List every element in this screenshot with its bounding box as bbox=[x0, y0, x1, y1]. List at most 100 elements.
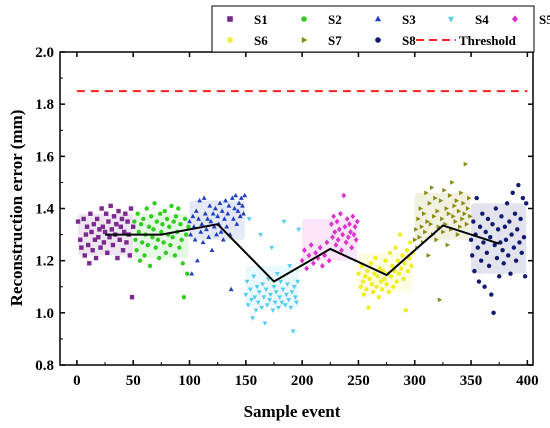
point-s8 bbox=[477, 224, 483, 229]
point-s3 bbox=[217, 200, 223, 206]
point-s4 bbox=[268, 292, 274, 298]
point-s4 bbox=[253, 308, 259, 313]
point-s7 bbox=[423, 229, 428, 235]
point-s1 bbox=[129, 294, 135, 300]
point-s7 bbox=[424, 190, 429, 196]
point-s1 bbox=[128, 206, 134, 211]
point-s1 bbox=[90, 248, 95, 253]
point-s6 bbox=[386, 289, 392, 295]
point-s8 bbox=[519, 250, 524, 256]
point-s7 bbox=[428, 221, 434, 227]
point-s4 bbox=[296, 227, 302, 233]
point-s7 bbox=[418, 206, 424, 211]
point-s2 bbox=[154, 219, 160, 224]
point-s8 bbox=[475, 245, 481, 250]
y-tick-label: 2.0 bbox=[35, 45, 54, 61]
point-s3 bbox=[219, 208, 225, 213]
point-s6 bbox=[375, 274, 380, 279]
point-s2 bbox=[135, 211, 140, 216]
point-s2 bbox=[177, 245, 182, 250]
point-s6 bbox=[362, 274, 368, 279]
point-s5 bbox=[301, 247, 307, 254]
point-s4 bbox=[246, 217, 252, 222]
point-s4 bbox=[245, 303, 251, 308]
point-s4 bbox=[290, 329, 296, 334]
point-s4 bbox=[255, 300, 261, 306]
point-s8 bbox=[484, 250, 490, 256]
point-s1 bbox=[120, 248, 126, 253]
point-s5 bbox=[333, 242, 339, 248]
cluster-highlight-s8 bbox=[471, 203, 527, 274]
point-s8 bbox=[516, 182, 521, 188]
point-s3 bbox=[214, 231, 219, 237]
point-s5 bbox=[349, 244, 355, 251]
point-s3 bbox=[207, 203, 213, 208]
point-s2 bbox=[164, 216, 170, 222]
point-s2 bbox=[171, 219, 176, 224]
point-s1 bbox=[109, 227, 115, 232]
x-tick-label: 0 bbox=[73, 373, 81, 389]
point-s2 bbox=[180, 261, 185, 266]
point-s6 bbox=[402, 261, 407, 266]
point-s8 bbox=[500, 248, 505, 253]
legend-item-s8: S8 bbox=[375, 33, 416, 48]
point-s4 bbox=[273, 290, 279, 295]
cluster-highlight-s4 bbox=[245, 265, 299, 308]
point-s1 bbox=[116, 208, 121, 214]
point-s8 bbox=[522, 274, 528, 279]
point-s1 bbox=[93, 255, 99, 261]
legend-item-s5: S5 bbox=[511, 12, 550, 27]
point-s4 bbox=[279, 300, 285, 306]
point-s3 bbox=[241, 211, 246, 216]
point-s3 bbox=[202, 211, 208, 216]
point-s1 bbox=[99, 206, 104, 211]
point-s4 bbox=[252, 295, 258, 300]
point-s6 bbox=[376, 294, 381, 300]
point-s2 bbox=[137, 258, 143, 263]
point-s7 bbox=[435, 208, 440, 214]
y-tick-label: 1.4 bbox=[35, 202, 54, 218]
point-s6 bbox=[383, 258, 388, 263]
point-s1 bbox=[103, 211, 109, 216]
point-s1 bbox=[106, 219, 111, 224]
point-s7 bbox=[447, 193, 453, 198]
point-s5 bbox=[345, 234, 351, 241]
point-s3 bbox=[201, 195, 207, 200]
point-s6 bbox=[378, 279, 384, 284]
point-s1 bbox=[124, 240, 129, 245]
point-s7 bbox=[444, 206, 449, 211]
point-s7 bbox=[463, 161, 469, 167]
point-s4 bbox=[260, 282, 266, 287]
point-s1 bbox=[101, 240, 107, 245]
point-s1 bbox=[83, 232, 89, 237]
point-s6 bbox=[390, 263, 395, 269]
point-s2 bbox=[144, 206, 149, 211]
legend-item-s7: S7 bbox=[301, 33, 342, 48]
point-s8 bbox=[493, 206, 499, 211]
y-tick-label: 1.0 bbox=[35, 306, 54, 322]
point-s5 bbox=[348, 229, 353, 235]
y-tick-label: 1.2 bbox=[35, 254, 54, 270]
legend-label-s1: S1 bbox=[254, 12, 268, 27]
point-s2 bbox=[172, 253, 178, 258]
point-s5 bbox=[306, 252, 312, 259]
cluster-highlight-s3 bbox=[189, 200, 245, 240]
point-s6 bbox=[379, 287, 385, 292]
point-s2 bbox=[167, 224, 172, 229]
point-s6 bbox=[358, 284, 363, 289]
point-s2 bbox=[159, 229, 164, 235]
point-s2 bbox=[138, 221, 144, 227]
point-s8 bbox=[495, 227, 501, 232]
point-s2 bbox=[185, 271, 190, 276]
point-s3 bbox=[190, 213, 196, 219]
point-s8 bbox=[491, 310, 496, 316]
point-s3 bbox=[234, 221, 240, 226]
point-s5 bbox=[330, 234, 335, 241]
point-s3 bbox=[208, 218, 214, 224]
point-s4 bbox=[292, 295, 298, 300]
point-s4 bbox=[250, 316, 255, 321]
x-tick-label: 100 bbox=[178, 373, 201, 389]
point-s3 bbox=[200, 239, 206, 245]
point-s5 bbox=[313, 249, 319, 256]
point-s6 bbox=[408, 240, 413, 245]
